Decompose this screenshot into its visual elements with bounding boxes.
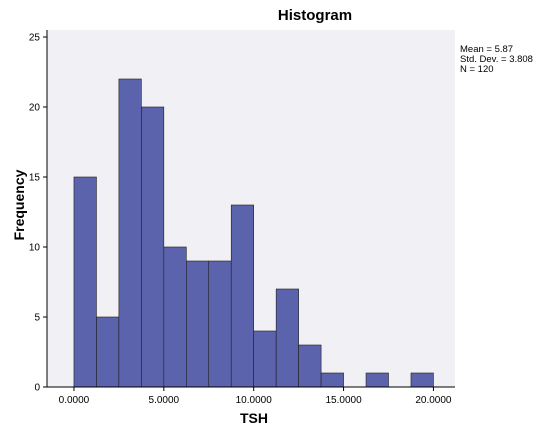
x-tick-label: 15.0000 bbox=[325, 395, 362, 406]
stats-block: Mean = 5.87 Std. Dev. = 3.808 N = 120 bbox=[460, 44, 533, 75]
x-tick-label: 10.0000 bbox=[236, 395, 273, 406]
x-ticks-group: 0.0000 5.0000 10.0000 15.0000 20.0000 bbox=[59, 387, 452, 406]
histogram-bar bbox=[253, 330, 277, 388]
histogram-bar bbox=[141, 106, 165, 388]
x-axis-label: TSH bbox=[240, 410, 268, 426]
histogram-bar bbox=[298, 344, 322, 388]
y-tick-label: 10 bbox=[29, 243, 41, 254]
x-tick-label: 5.0000 bbox=[149, 395, 180, 406]
histogram-bar bbox=[365, 372, 389, 388]
axes-group bbox=[46, 30, 455, 388]
y-tick-label: 25 bbox=[29, 33, 41, 44]
histogram-bar bbox=[73, 176, 97, 388]
histogram-bar bbox=[275, 288, 299, 388]
histogram-bar bbox=[163, 246, 187, 388]
stats-mean: Mean = 5.87 bbox=[460, 44, 513, 55]
y-tick-label: 0 bbox=[34, 383, 40, 394]
y-tick-label: 5 bbox=[34, 313, 40, 324]
x-tick-label: 20.0000 bbox=[415, 395, 452, 406]
stats-std-dev: Std. Dev. = 3.808 bbox=[460, 54, 533, 65]
stats-n: N = 120 bbox=[460, 64, 494, 75]
y-ticks-group: 0 5 10 15 20 25 bbox=[29, 33, 47, 394]
chart-title: Histogram bbox=[278, 7, 352, 24]
histogram-bar bbox=[320, 372, 344, 388]
y-tick-label: 15 bbox=[29, 173, 41, 184]
histogram-bar bbox=[185, 260, 210, 388]
y-axis-label: Frequency bbox=[11, 169, 27, 240]
histogram-bar bbox=[96, 316, 120, 388]
histogram-bar bbox=[410, 372, 434, 388]
y-tick-label: 20 bbox=[29, 103, 41, 114]
histogram-bar bbox=[230, 204, 254, 388]
histogram-bar bbox=[118, 78, 142, 388]
histogram-bar bbox=[208, 260, 232, 388]
x-tick-label: 0.0000 bbox=[59, 395, 90, 406]
bars-group bbox=[73, 78, 434, 388]
